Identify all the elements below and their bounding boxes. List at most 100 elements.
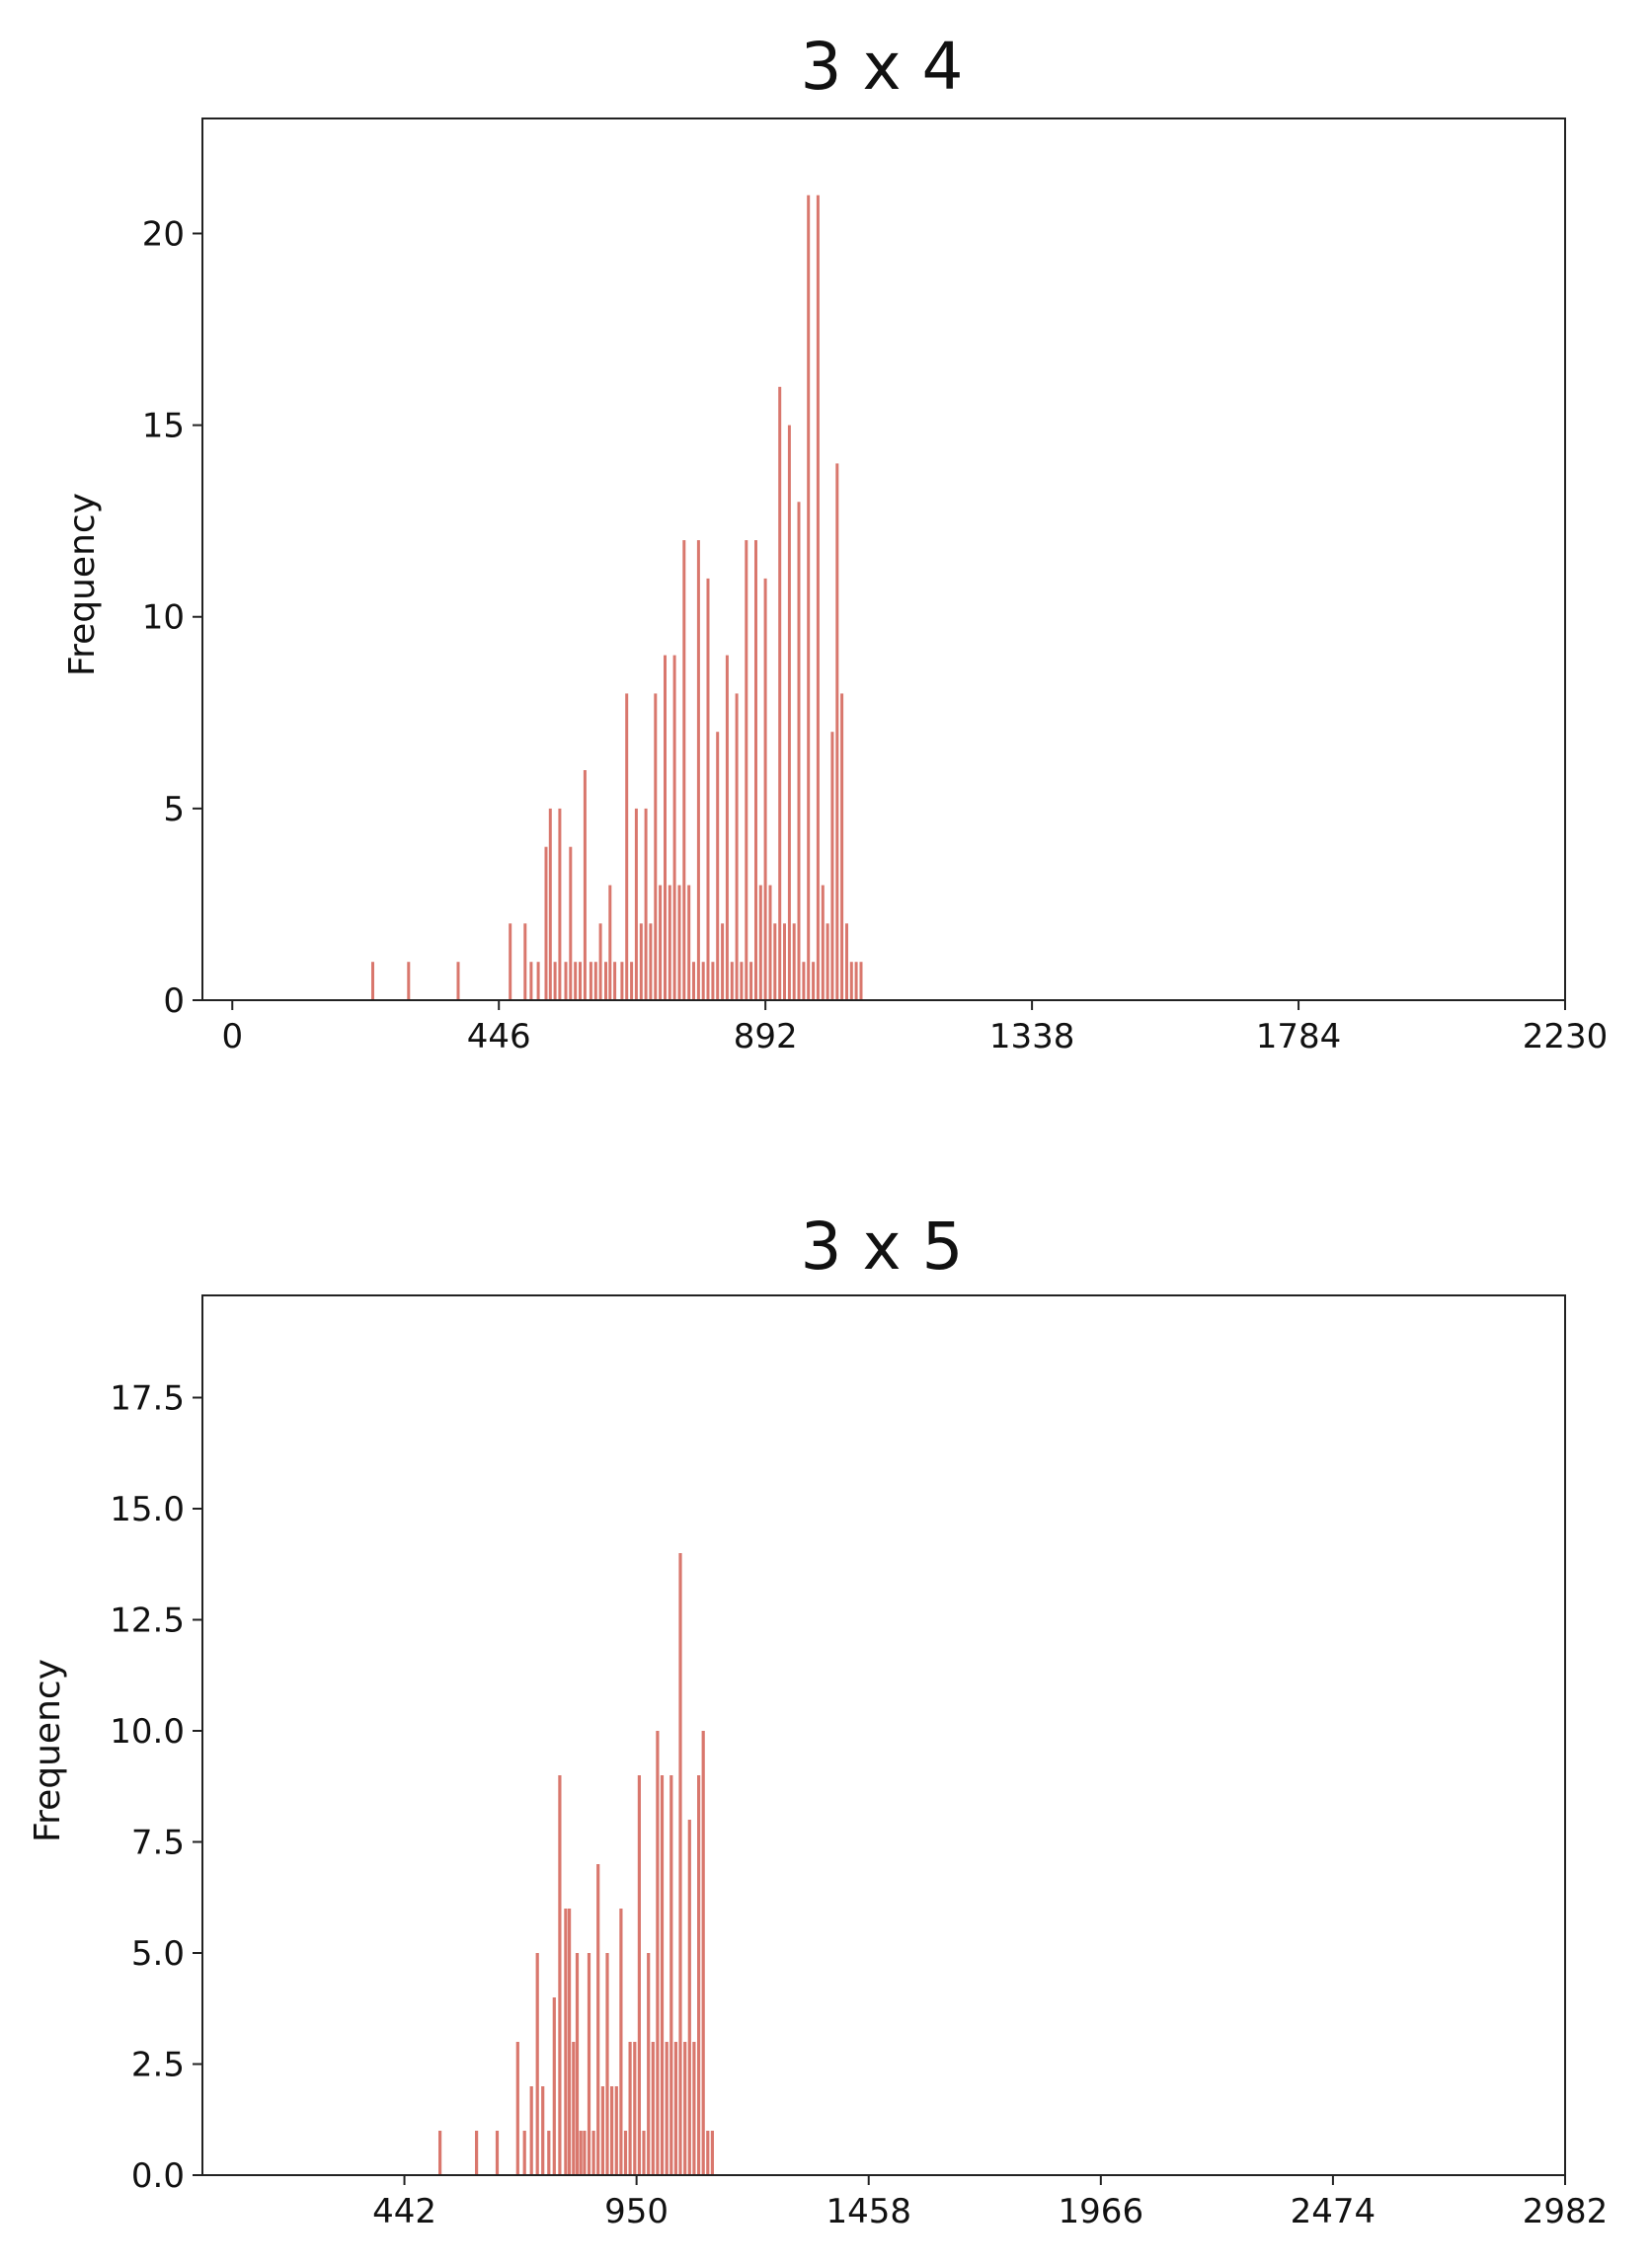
chart-1-title: 3 x 4 — [801, 29, 964, 105]
histogram-bar — [826, 923, 829, 1000]
histogram-bar — [522, 2131, 526, 2175]
histogram-bar — [547, 2131, 551, 2175]
histogram-bar — [604, 962, 607, 1000]
histogram-bar — [706, 2131, 710, 2175]
histogram-bar — [623, 2131, 628, 2175]
chart-2-ylabel: Frequency — [28, 1659, 68, 1842]
histogram-bar — [687, 1820, 691, 2175]
histogram-bar — [605, 1953, 609, 2175]
histogram-bar — [596, 1864, 600, 2175]
histogram-bar — [558, 808, 562, 1000]
histogram-bar — [544, 846, 548, 1000]
histogram-bar — [711, 962, 715, 1000]
histogram-bar — [773, 923, 777, 1000]
histogram-bar — [639, 923, 643, 1000]
y-tick-label: 0.0 — [131, 2156, 185, 2196]
x-tick-label: 446 — [467, 1017, 531, 1056]
histogram-bar — [659, 885, 663, 1000]
y-tick-label: 7.5 — [131, 1824, 185, 1863]
histogram-bar — [692, 962, 695, 1000]
chart-1-frame — [201, 117, 1566, 1001]
chart-1-y-ticks: 0 5 10 15 20 — [142, 214, 202, 1021]
chart-2: 3 x 5 Frequency 0.0 2.5 5.0 7.5 10.0 12.5 15.0… — [28, 1209, 1608, 2231]
histogram-bar — [456, 962, 460, 1000]
histogram-bar — [438, 2131, 442, 2175]
histogram-bar — [740, 962, 744, 1000]
histogram-bar — [721, 923, 725, 1000]
histogram-bar — [849, 962, 853, 1000]
histogram-bar — [821, 885, 825, 1000]
histogram-bar — [619, 1909, 623, 2175]
histogram-bar — [768, 885, 772, 1000]
histogram-bar — [745, 540, 748, 1000]
histogram-bar — [735, 693, 739, 1000]
x-tick-label: 892 — [734, 1017, 798, 1056]
histogram-bar — [656, 1731, 660, 2175]
x-tick-label: 2230 — [1523, 1017, 1609, 1056]
histogram-bar — [600, 2086, 604, 2175]
y-tick-label: 15.0 — [110, 1490, 185, 1529]
histogram-bar — [523, 923, 527, 1000]
histogram-bar — [730, 962, 734, 1000]
histogram-bar — [634, 808, 638, 1000]
x-tick-label: 1458 — [826, 2192, 911, 2231]
histogram-bar — [854, 962, 858, 1000]
chart-2-title: 3 x 5 — [801, 1209, 964, 1285]
histogram-bar — [529, 962, 533, 1000]
x-tick-label: 442 — [372, 2192, 436, 2231]
histogram-bar — [682, 540, 686, 1000]
y-tick-label: 15 — [142, 407, 185, 446]
histogram-bar — [672, 655, 676, 1000]
histogram-bar — [536, 962, 540, 1000]
y-tick-label: 5 — [163, 790, 185, 829]
histogram-bar — [758, 885, 762, 1000]
chart-2-frame — [201, 1294, 1566, 2176]
histogram-bar — [716, 732, 720, 1000]
histogram-bar — [371, 962, 374, 1000]
histogram-bar — [628, 2042, 632, 2175]
histogram-bar — [797, 502, 801, 1000]
histogram-bar — [620, 962, 624, 1000]
y-tick-label: 0 — [163, 981, 185, 1021]
x-tick-label: 2982 — [1523, 2192, 1609, 2231]
histogram-bar — [835, 463, 839, 1000]
y-tick-label: 10 — [142, 598, 185, 638]
histogram-bar — [407, 962, 411, 1000]
histogram-bar — [687, 885, 691, 1000]
histogram-bar — [572, 2042, 576, 2175]
y-tick-label: 17.5 — [110, 1379, 185, 1419]
x-tick-label: 1784 — [1256, 1017, 1342, 1056]
histogram-bar — [701, 962, 705, 1000]
histogram-bar — [633, 2042, 637, 2175]
histogram-bar — [660, 1775, 665, 2175]
histogram-bar — [845, 923, 848, 1000]
histogram-bar — [569, 846, 573, 1000]
histogram-bar — [630, 962, 634, 1000]
histogram-bar — [495, 2131, 500, 2175]
histogram-bar — [548, 808, 552, 1000]
histogram-bar — [509, 923, 512, 1000]
chart-1-bars — [371, 195, 863, 1001]
y-tick-label: 2.5 — [131, 2046, 185, 2085]
histogram-bar — [763, 578, 767, 1000]
x-tick-label: 950 — [604, 2192, 669, 2231]
histogram-bar — [807, 195, 811, 1000]
x-tick-label: 0 — [221, 1017, 243, 1056]
y-tick-label: 20 — [142, 214, 185, 254]
x-tick-label: 1338 — [989, 1017, 1075, 1056]
histogram-bar — [778, 386, 782, 1000]
histogram-bar — [669, 1775, 673, 2175]
histogram-bar — [475, 2131, 479, 2175]
histogram-bar — [613, 962, 617, 1000]
histogram-bar — [678, 1553, 682, 2175]
histogram-bar — [625, 693, 629, 1000]
histogram-bar — [642, 2131, 646, 2175]
histogram-bar — [564, 1909, 568, 2175]
histogram-bar — [598, 923, 602, 1000]
histogram-bar — [651, 2042, 655, 2175]
histogram-bar — [587, 1953, 591, 2175]
histogram-bar — [683, 2042, 687, 2175]
histogram-bar — [692, 2042, 696, 2175]
histogram-bar — [558, 1775, 562, 2175]
histogram-bar — [593, 962, 597, 1000]
